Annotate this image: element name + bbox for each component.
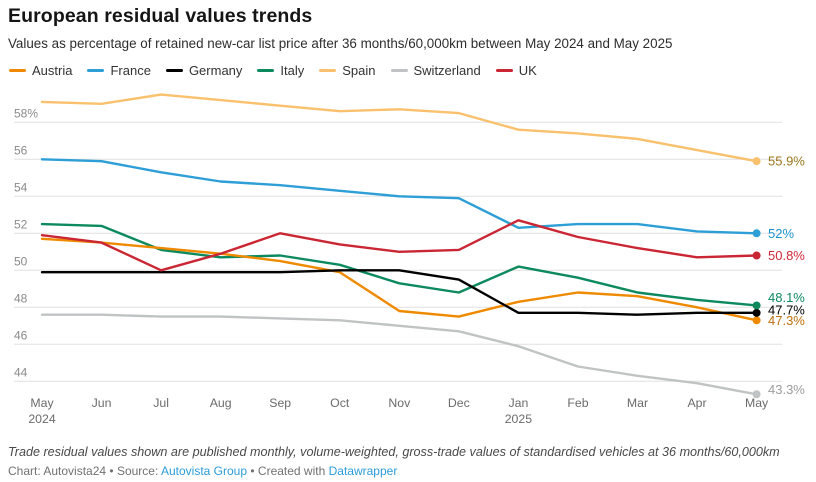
legend-label: Spain [342, 63, 376, 78]
page-title: European residual values trends [8, 5, 313, 27]
legend-label: Switzerland [413, 63, 481, 78]
legend-swatch-icon [319, 69, 337, 72]
legend-swatch-icon [165, 69, 183, 72]
series-line-italy [40, 222, 758, 307]
legend-item-austria: Austria [9, 63, 72, 78]
source-link[interactable]: Autovista Group [160, 464, 248, 478]
x-tick-label: Jul [153, 396, 169, 410]
value-label-uk: 50.8% [768, 248, 805, 263]
y-tick-label: 56 [14, 143, 28, 157]
legend-swatch-icon [87, 69, 105, 72]
attribution: Chart: Autovista24 • Source: Autovista G… [8, 464, 397, 478]
x-tick-label: Feb [567, 396, 588, 410]
end-dot-switzerland [752, 390, 761, 399]
series-line-germany [40, 269, 758, 316]
value-label-austria: 47.3% [768, 313, 805, 328]
y-tick-label: 46 [14, 328, 28, 342]
y-tick-label: 52 [14, 217, 28, 231]
y-tick-label: 50 [14, 254, 28, 268]
x-tick-label: Nov [388, 396, 411, 410]
footnote: Trade residual values shown are publishe… [8, 445, 780, 459]
legend: Austria France Germany Italy Spain Switzerlan… [9, 63, 537, 78]
legend-label: Austria [32, 63, 73, 78]
x-tick-label: Sep [269, 396, 291, 410]
legend-swatch-icon [257, 69, 275, 72]
series-line-spain [40, 93, 758, 163]
legend-item-italy: Italy [257, 63, 304, 78]
x-tick-label: Aug [210, 396, 232, 410]
legend-item-germany: Germany [165, 63, 243, 78]
legend-item-spain: Spain [319, 63, 376, 78]
x-tick-label: Apr [687, 396, 706, 410]
y-tick-label: 54 [14, 180, 28, 194]
legend-swatch-icon [390, 69, 408, 72]
legend-label: Germany [188, 63, 243, 78]
x-tick-year-label: 2025 [505, 412, 533, 426]
series-line-switzerland [40, 313, 758, 396]
attribution-chart-name: Autovista24 [43, 464, 107, 478]
value-label-spain: 55.9% [768, 154, 805, 169]
legend-label: Italy [280, 63, 305, 78]
legend-item-switzerland: Switzerland [390, 63, 481, 78]
series-line-austria [40, 237, 758, 322]
attribution-separator: • Source: [106, 464, 161, 478]
legend-swatch-icon [9, 69, 26, 72]
legend-item-uk: UK [495, 63, 537, 78]
end-dot-germany [752, 308, 761, 317]
end-dot-spain [752, 157, 761, 166]
x-tick-label: Mar [627, 396, 648, 410]
x-tick-label: Dec [448, 396, 470, 410]
end-dot-austria [752, 316, 761, 325]
x-tick-year-label: 2024 [28, 412, 56, 426]
end-dot-italy [752, 301, 761, 310]
end-dot-uk [752, 251, 761, 260]
chart-subtitle: Values as percentage of retained new-car… [8, 36, 673, 51]
series-line-france [40, 158, 758, 235]
attribution-chart-prefix: Chart: [8, 464, 44, 478]
legend-swatch-icon [495, 69, 513, 72]
value-label-italy: 48.1% [768, 290, 805, 305]
legend-label: France [110, 63, 151, 78]
value-label-germany: 47.7% [768, 302, 805, 317]
x-tick-label: May [745, 396, 769, 410]
end-dot-france [752, 229, 761, 238]
y-tick-label: 58% [14, 106, 38, 120]
y-tick-label: 44 [14, 365, 28, 379]
tool-link[interactable]: Datawrapper [328, 464, 398, 478]
x-tick-label: Jun [92, 396, 112, 410]
y-tick-label: 48 [14, 291, 28, 305]
series-line-uk [40, 219, 758, 272]
legend-item-france: France [87, 63, 151, 78]
residual-values-line-chart: 58% 56 54 52 50 48 46 44 47.3% 52% 47.7%48.1% 55.9%… [14, 93, 805, 426]
value-label-switzerland: 43.3% [768, 382, 805, 397]
x-tick-label: May [30, 396, 54, 410]
value-label-france: 52% [768, 226, 794, 241]
legend-label: UK [518, 63, 537, 78]
attribution-separator: • Created with [247, 464, 329, 478]
x-tick-label: Oct [330, 396, 350, 410]
x-tick-label: Jan [508, 396, 528, 410]
